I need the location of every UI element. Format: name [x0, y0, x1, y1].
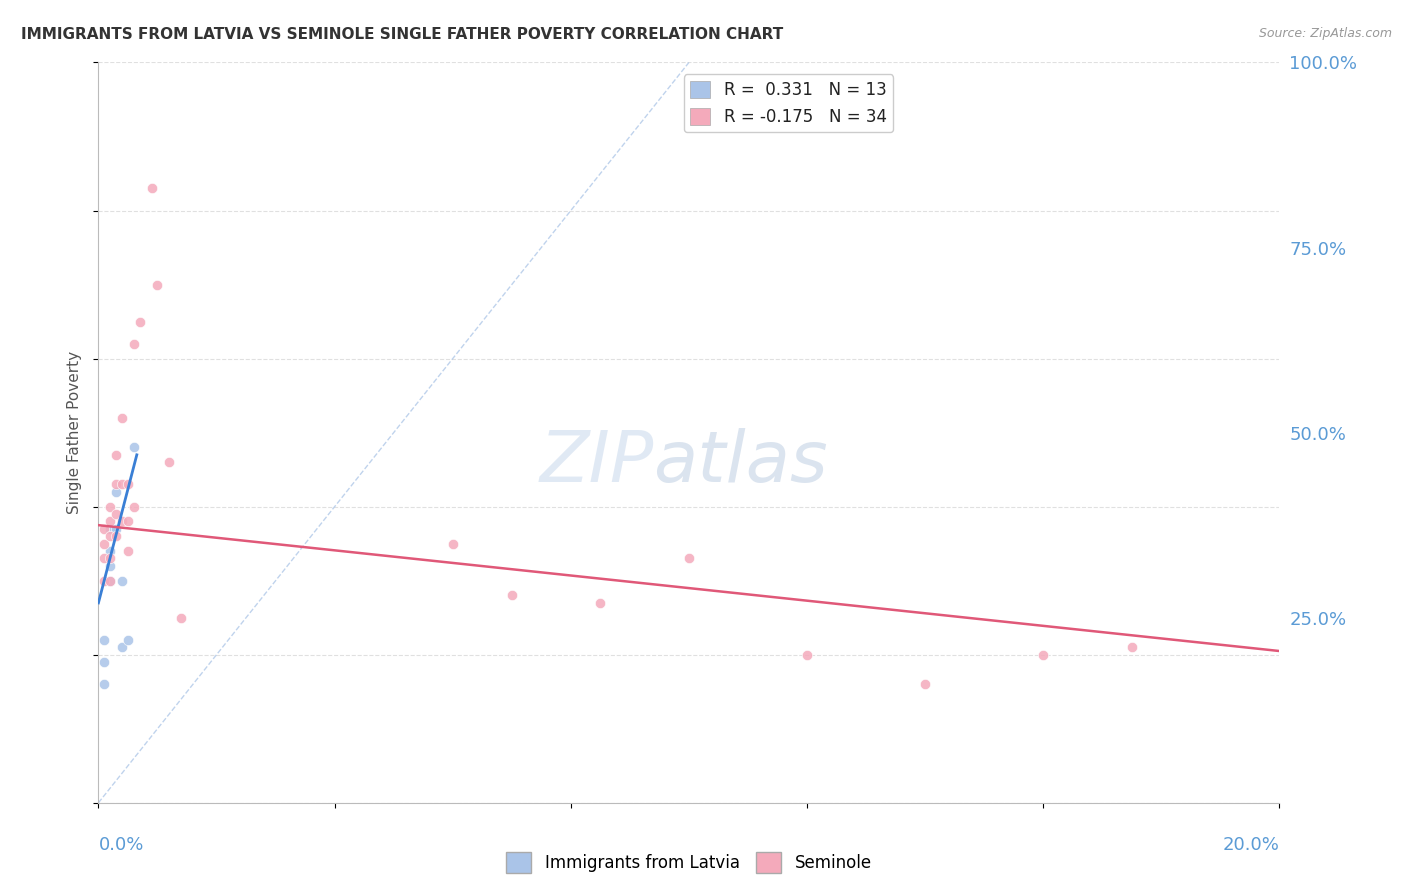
Point: [111, 574, 134, 588]
Point: [117, 544, 139, 558]
Text: 20.0%: 20.0%: [1223, 836, 1279, 855]
Point: [111, 477, 134, 491]
Point: [93, 522, 115, 536]
Point: [98, 551, 121, 566]
Legend: R =  0.331   N = 13, R = -0.175   N = 34: R = 0.331 N = 13, R = -0.175 N = 34: [683, 74, 893, 133]
Point: [128, 314, 150, 328]
Text: Source: ZipAtlas.com: Source: ZipAtlas.com: [1258, 27, 1392, 40]
Point: [111, 640, 134, 655]
Point: [122, 500, 145, 514]
Point: [117, 477, 139, 491]
Point: [93, 574, 115, 588]
Point: [98, 574, 121, 588]
Point: [157, 455, 180, 469]
Point: [98, 574, 121, 588]
Point: [93, 677, 115, 691]
Point: [93, 536, 115, 550]
Point: [111, 410, 134, 425]
Point: [441, 536, 464, 550]
Point: [914, 677, 936, 691]
Point: [105, 477, 128, 491]
Point: [170, 610, 193, 624]
Text: 0.0%: 0.0%: [98, 836, 143, 855]
Point: [98, 515, 121, 529]
Text: atlas: atlas: [654, 428, 828, 497]
Point: [141, 181, 163, 195]
Point: [98, 500, 121, 514]
Point: [98, 529, 121, 543]
Y-axis label: Single Father Poverty: Single Father Poverty: [67, 351, 83, 514]
Point: [117, 632, 139, 647]
Point: [105, 507, 128, 521]
Point: [105, 448, 128, 462]
Point: [98, 558, 121, 573]
Point: [122, 336, 145, 351]
Legend: Immigrants from Latvia, Seminole: Immigrants from Latvia, Seminole: [499, 846, 879, 880]
Text: IMMIGRANTS FROM LATVIA VS SEMINOLE SINGLE FATHER POVERTY CORRELATION CHART: IMMIGRANTS FROM LATVIA VS SEMINOLE SINGL…: [21, 27, 783, 42]
Point: [105, 522, 128, 536]
Text: ZIP: ZIP: [538, 428, 654, 497]
Point: [111, 515, 134, 529]
Point: [98, 544, 121, 558]
Point: [93, 655, 115, 669]
Point: [678, 551, 700, 566]
Point: [589, 596, 612, 610]
Point: [1121, 640, 1143, 655]
Point: [93, 632, 115, 647]
Point: [93, 551, 115, 566]
Point: [105, 529, 128, 543]
Point: [501, 589, 523, 603]
Point: [117, 515, 139, 529]
Point: [796, 648, 818, 662]
Point: [98, 522, 121, 536]
Point: [146, 277, 169, 292]
Point: [105, 484, 128, 499]
Point: [122, 441, 145, 455]
Point: [1032, 648, 1054, 662]
